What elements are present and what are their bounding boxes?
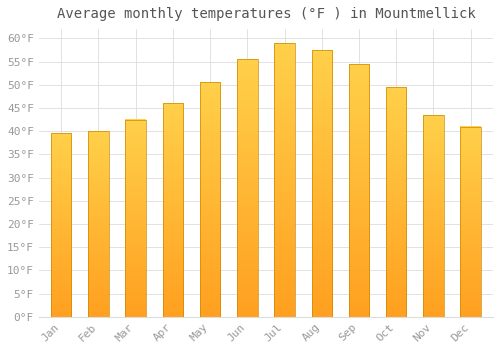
Bar [200,83,220,317]
Bar [88,131,108,317]
Title: Average monthly temperatures (°F ) in Mountmellick: Average monthly temperatures (°F ) in Mo… [56,7,476,21]
Bar [312,50,332,317]
Bar [51,133,72,317]
Bar [423,115,444,317]
Bar [162,103,183,317]
Bar [274,43,295,317]
Bar [237,59,258,317]
Bar [126,120,146,317]
Bar [349,64,370,317]
Bar [386,87,406,317]
Bar [460,126,481,317]
